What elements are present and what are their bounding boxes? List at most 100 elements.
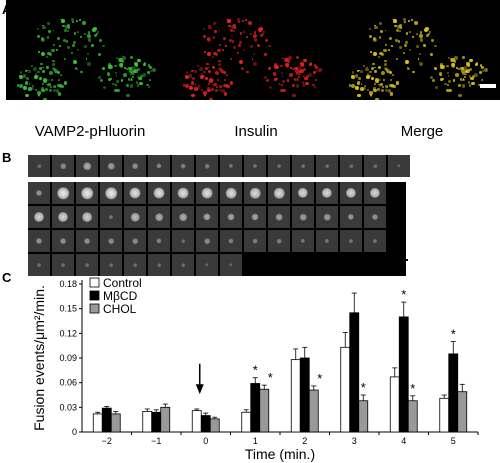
fluorescent-punctum (389, 92, 393, 96)
fluorescent-punctum (253, 62, 258, 66)
bar (92, 413, 103, 433)
x-axis-label: Time (min.) (245, 446, 315, 462)
fluorescent-punctum (46, 66, 50, 70)
image-frame (124, 182, 146, 204)
fluorescent-punctum (446, 88, 450, 93)
fluorescent-punctum (314, 79, 317, 82)
fluorescent-punctum (478, 83, 481, 87)
fluorescent-punctum (96, 33, 98, 35)
x-tick-label: −2 (102, 436, 112, 446)
fluorescent-punctum (475, 61, 478, 64)
fluorescent-punctum (351, 75, 354, 79)
y-tick-label: 0 (72, 427, 77, 437)
fluorescent-punctum (419, 53, 422, 56)
fluorescent-punctum (392, 18, 394, 21)
fluorescent-punctum (115, 80, 119, 84)
significance-star: * (268, 370, 273, 385)
fluorescent-punctum (99, 78, 103, 82)
fluorescent-punctum (229, 82, 232, 85)
fluorescent-punctum (253, 53, 256, 56)
fluorescent-punctum (213, 21, 217, 25)
fluorescent-punctum (305, 74, 309, 78)
image-frame (52, 206, 74, 228)
fluorescent-spot (349, 164, 353, 168)
fluorescent-punctum (203, 94, 206, 97)
fluorescent-punctum (116, 57, 118, 60)
micrograph-merge (338, 0, 500, 100)
fluorescent-punctum (360, 70, 363, 73)
fluorescent-punctum (88, 38, 92, 42)
fluorescent-punctum (207, 52, 212, 57)
fluorescent-punctum (268, 66, 272, 70)
fluorescent-spot (37, 263, 41, 267)
fluorescent-punctum (363, 64, 366, 67)
fluorescent-punctum (405, 32, 409, 35)
fluorescent-spot (297, 187, 309, 199)
fluorescent-punctum (115, 75, 118, 77)
fluorescent-punctum (208, 83, 211, 85)
fluorescent-spot (397, 164, 401, 168)
bar (151, 411, 162, 433)
fluorescent-punctum (479, 70, 483, 74)
fluorescent-punctum (463, 65, 468, 70)
fluorescent-spot (324, 238, 330, 244)
fluorescent-punctum (408, 49, 411, 52)
fluorescent-punctum (379, 78, 382, 81)
fluorescent-punctum (40, 62, 44, 66)
fluorescent-spot (81, 187, 93, 199)
fluorescent-punctum (314, 85, 317, 88)
fluorescent-punctum (71, 43, 76, 48)
fluorescent-spot (253, 164, 257, 168)
fluorescent-spot (325, 164, 329, 168)
fluorescent-punctum (52, 89, 56, 92)
image-frame (124, 230, 146, 252)
fluorescent-punctum (384, 67, 388, 71)
image-frame (172, 206, 194, 228)
fluorescent-punctum (468, 83, 472, 87)
fluorescent-spot (180, 163, 186, 169)
micrograph-vamp2 (6, 0, 174, 100)
fluorescent-punctum (227, 18, 230, 21)
fluorescent-punctum (364, 67, 369, 72)
significance-star: * (410, 381, 415, 396)
fluorescent-punctum (278, 82, 281, 86)
fluorescent-punctum (296, 67, 298, 69)
fluorescent-punctum (370, 76, 375, 80)
fluorescent-punctum (59, 83, 63, 88)
fluorescent-punctum (460, 66, 464, 71)
image-frame (148, 182, 170, 204)
fluorescent-punctum (129, 84, 134, 88)
image-frame (316, 155, 338, 177)
fluorescent-punctum (429, 52, 433, 57)
fluorescent-punctum (268, 85, 273, 90)
image-frame (28, 230, 50, 252)
fluorescent-spot (107, 162, 115, 170)
fluorescent-punctum (48, 83, 52, 87)
image-frame (28, 182, 50, 204)
fluorescent-punctum (298, 73, 301, 76)
fluorescent-punctum (459, 78, 463, 81)
fluorescent-punctum (415, 33, 418, 36)
fluorescent-punctum (48, 71, 53, 76)
fluorescent-punctum (391, 45, 393, 47)
fluorescent-punctum (50, 78, 54, 82)
fluorescent-punctum (241, 67, 244, 70)
fluorescent-punctum (457, 84, 461, 88)
fluorescent-punctum (47, 51, 52, 56)
fluorescent-punctum (142, 62, 146, 66)
significance-star: * (451, 327, 456, 342)
x-tick-label: −1 (151, 436, 161, 446)
fluorescent-spot (228, 163, 234, 169)
fluorescent-punctum (37, 91, 41, 95)
fluorescent-punctum (455, 73, 459, 77)
fluorescent-punctum (403, 20, 407, 24)
fluorescent-punctum (378, 36, 382, 39)
fluorescent-punctum (469, 58, 473, 63)
fluorescent-punctum (402, 18, 406, 21)
fluorescent-punctum (386, 68, 391, 73)
fluorescent-punctum (379, 29, 383, 33)
x-tick-label: 0 (203, 436, 208, 446)
fluorescent-spot (130, 212, 140, 222)
fluorescent-punctum (133, 70, 136, 73)
fluorescent-punctum (411, 19, 414, 22)
